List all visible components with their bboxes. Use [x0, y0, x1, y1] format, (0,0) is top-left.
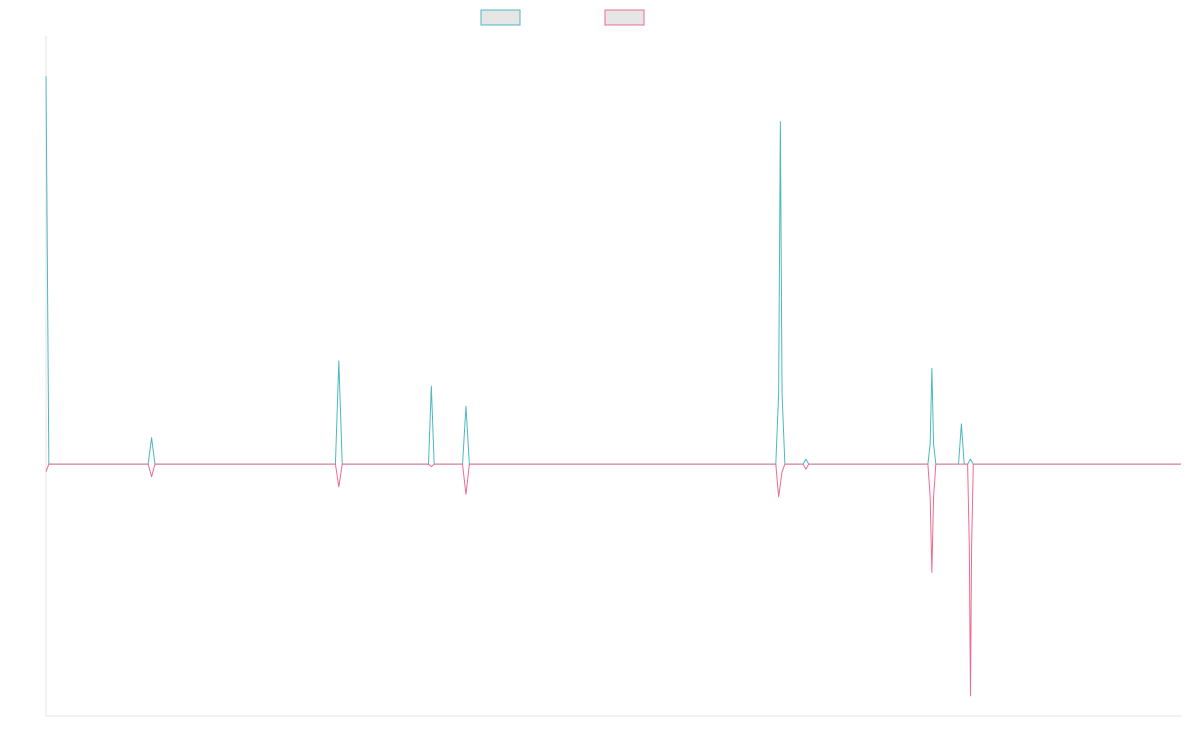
series-line-1: [45, 76, 1181, 465]
series-line-2: [45, 463, 1181, 697]
plot-area: [45, 76, 1181, 697]
axes: [45, 36, 1181, 717]
legend-swatch-1[interactable]: [480, 9, 521, 26]
legend: [480, 9, 645, 26]
legend-swatch-2[interactable]: [604, 9, 645, 26]
